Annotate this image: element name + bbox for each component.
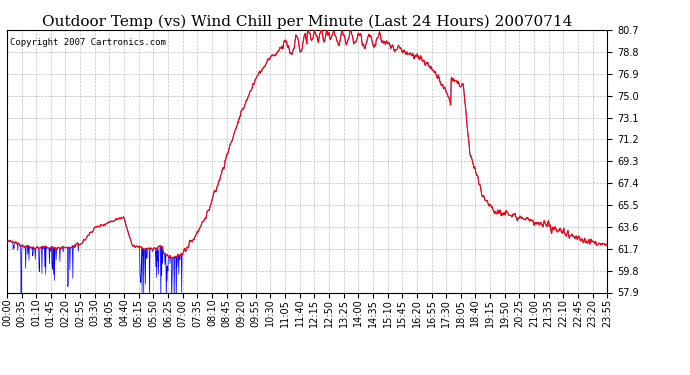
Title: Outdoor Temp (vs) Wind Chill per Minute (Last 24 Hours) 20070714: Outdoor Temp (vs) Wind Chill per Minute … [42,15,572,29]
Text: Copyright 2007 Cartronics.com: Copyright 2007 Cartronics.com [10,38,166,47]
